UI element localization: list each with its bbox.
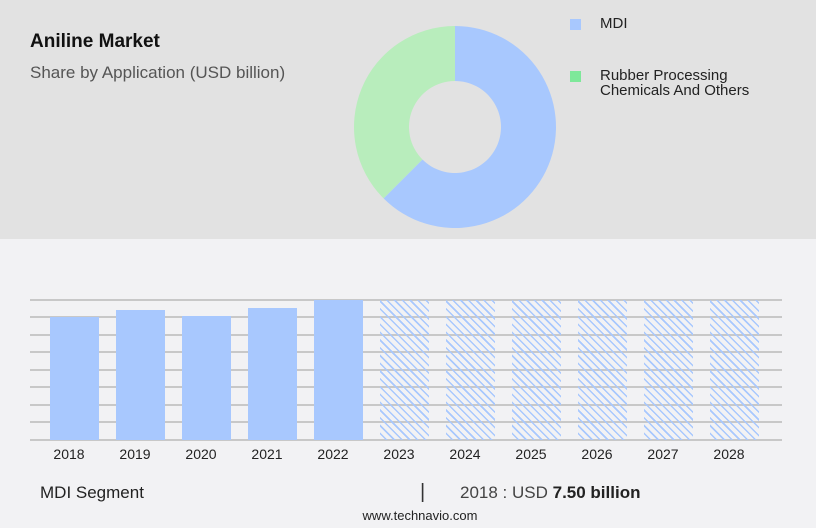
bar-2021[interactable] <box>248 308 297 440</box>
legend-label-rubber-line2: Chemicals And Others <box>600 82 750 99</box>
x-label: 2018 <box>53 446 85 462</box>
footer-separator: | <box>420 481 426 503</box>
segment-label: MDI Segment <box>40 483 144 502</box>
bar-2024-forecast[interactable] <box>446 300 495 440</box>
footer-value-amount: 7.50 billion <box>552 483 641 502</box>
legend-swatch-mdi <box>570 19 581 30</box>
x-label: 2019 <box>119 446 151 462</box>
bar-2023-forecast[interactable] <box>380 300 429 440</box>
chart-subtitle: Share by Application (USD billion) <box>30 63 286 82</box>
donut-slice-mdi[interactable] <box>383 26 556 229</box>
chart-title: Aniline Market <box>30 31 160 52</box>
bar-2026-forecast[interactable] <box>578 300 627 440</box>
bar-2019[interactable] <box>116 310 165 440</box>
x-label: 2025 <box>515 446 547 462</box>
baseline <box>30 439 782 441</box>
bar-2020[interactable] <box>182 316 231 440</box>
donut-slice-rubber[interactable] <box>353 25 455 199</box>
bar-2018[interactable] <box>50 317 99 440</box>
legend-label-mdi: MDI <box>600 15 628 32</box>
x-label: 2028 <box>713 446 745 462</box>
donut-chart <box>353 25 556 229</box>
x-label: 2023 <box>383 446 415 462</box>
legend-label-rubber-line1: Rubber Processing <box>600 67 728 84</box>
x-label: 2020 <box>185 446 217 462</box>
bar-2022[interactable] <box>314 300 363 440</box>
x-label: 2024 <box>449 446 481 462</box>
bar-2025-forecast[interactable] <box>512 300 561 440</box>
legend-swatch-rubber <box>570 71 581 82</box>
x-label: 2027 <box>647 446 679 462</box>
source-url[interactable]: www.technavio.com <box>362 508 478 523</box>
footer-value: 2018 : USD 7.50 billion <box>460 483 640 503</box>
x-label: 2021 <box>251 446 283 462</box>
bar-2027-forecast[interactable] <box>644 300 693 440</box>
x-label: 2026 <box>581 446 613 462</box>
bar-2028-forecast[interactable] <box>710 300 759 440</box>
x-label: 2022 <box>317 446 349 462</box>
footer-year-prefix: 2018 : USD <box>460 483 553 502</box>
